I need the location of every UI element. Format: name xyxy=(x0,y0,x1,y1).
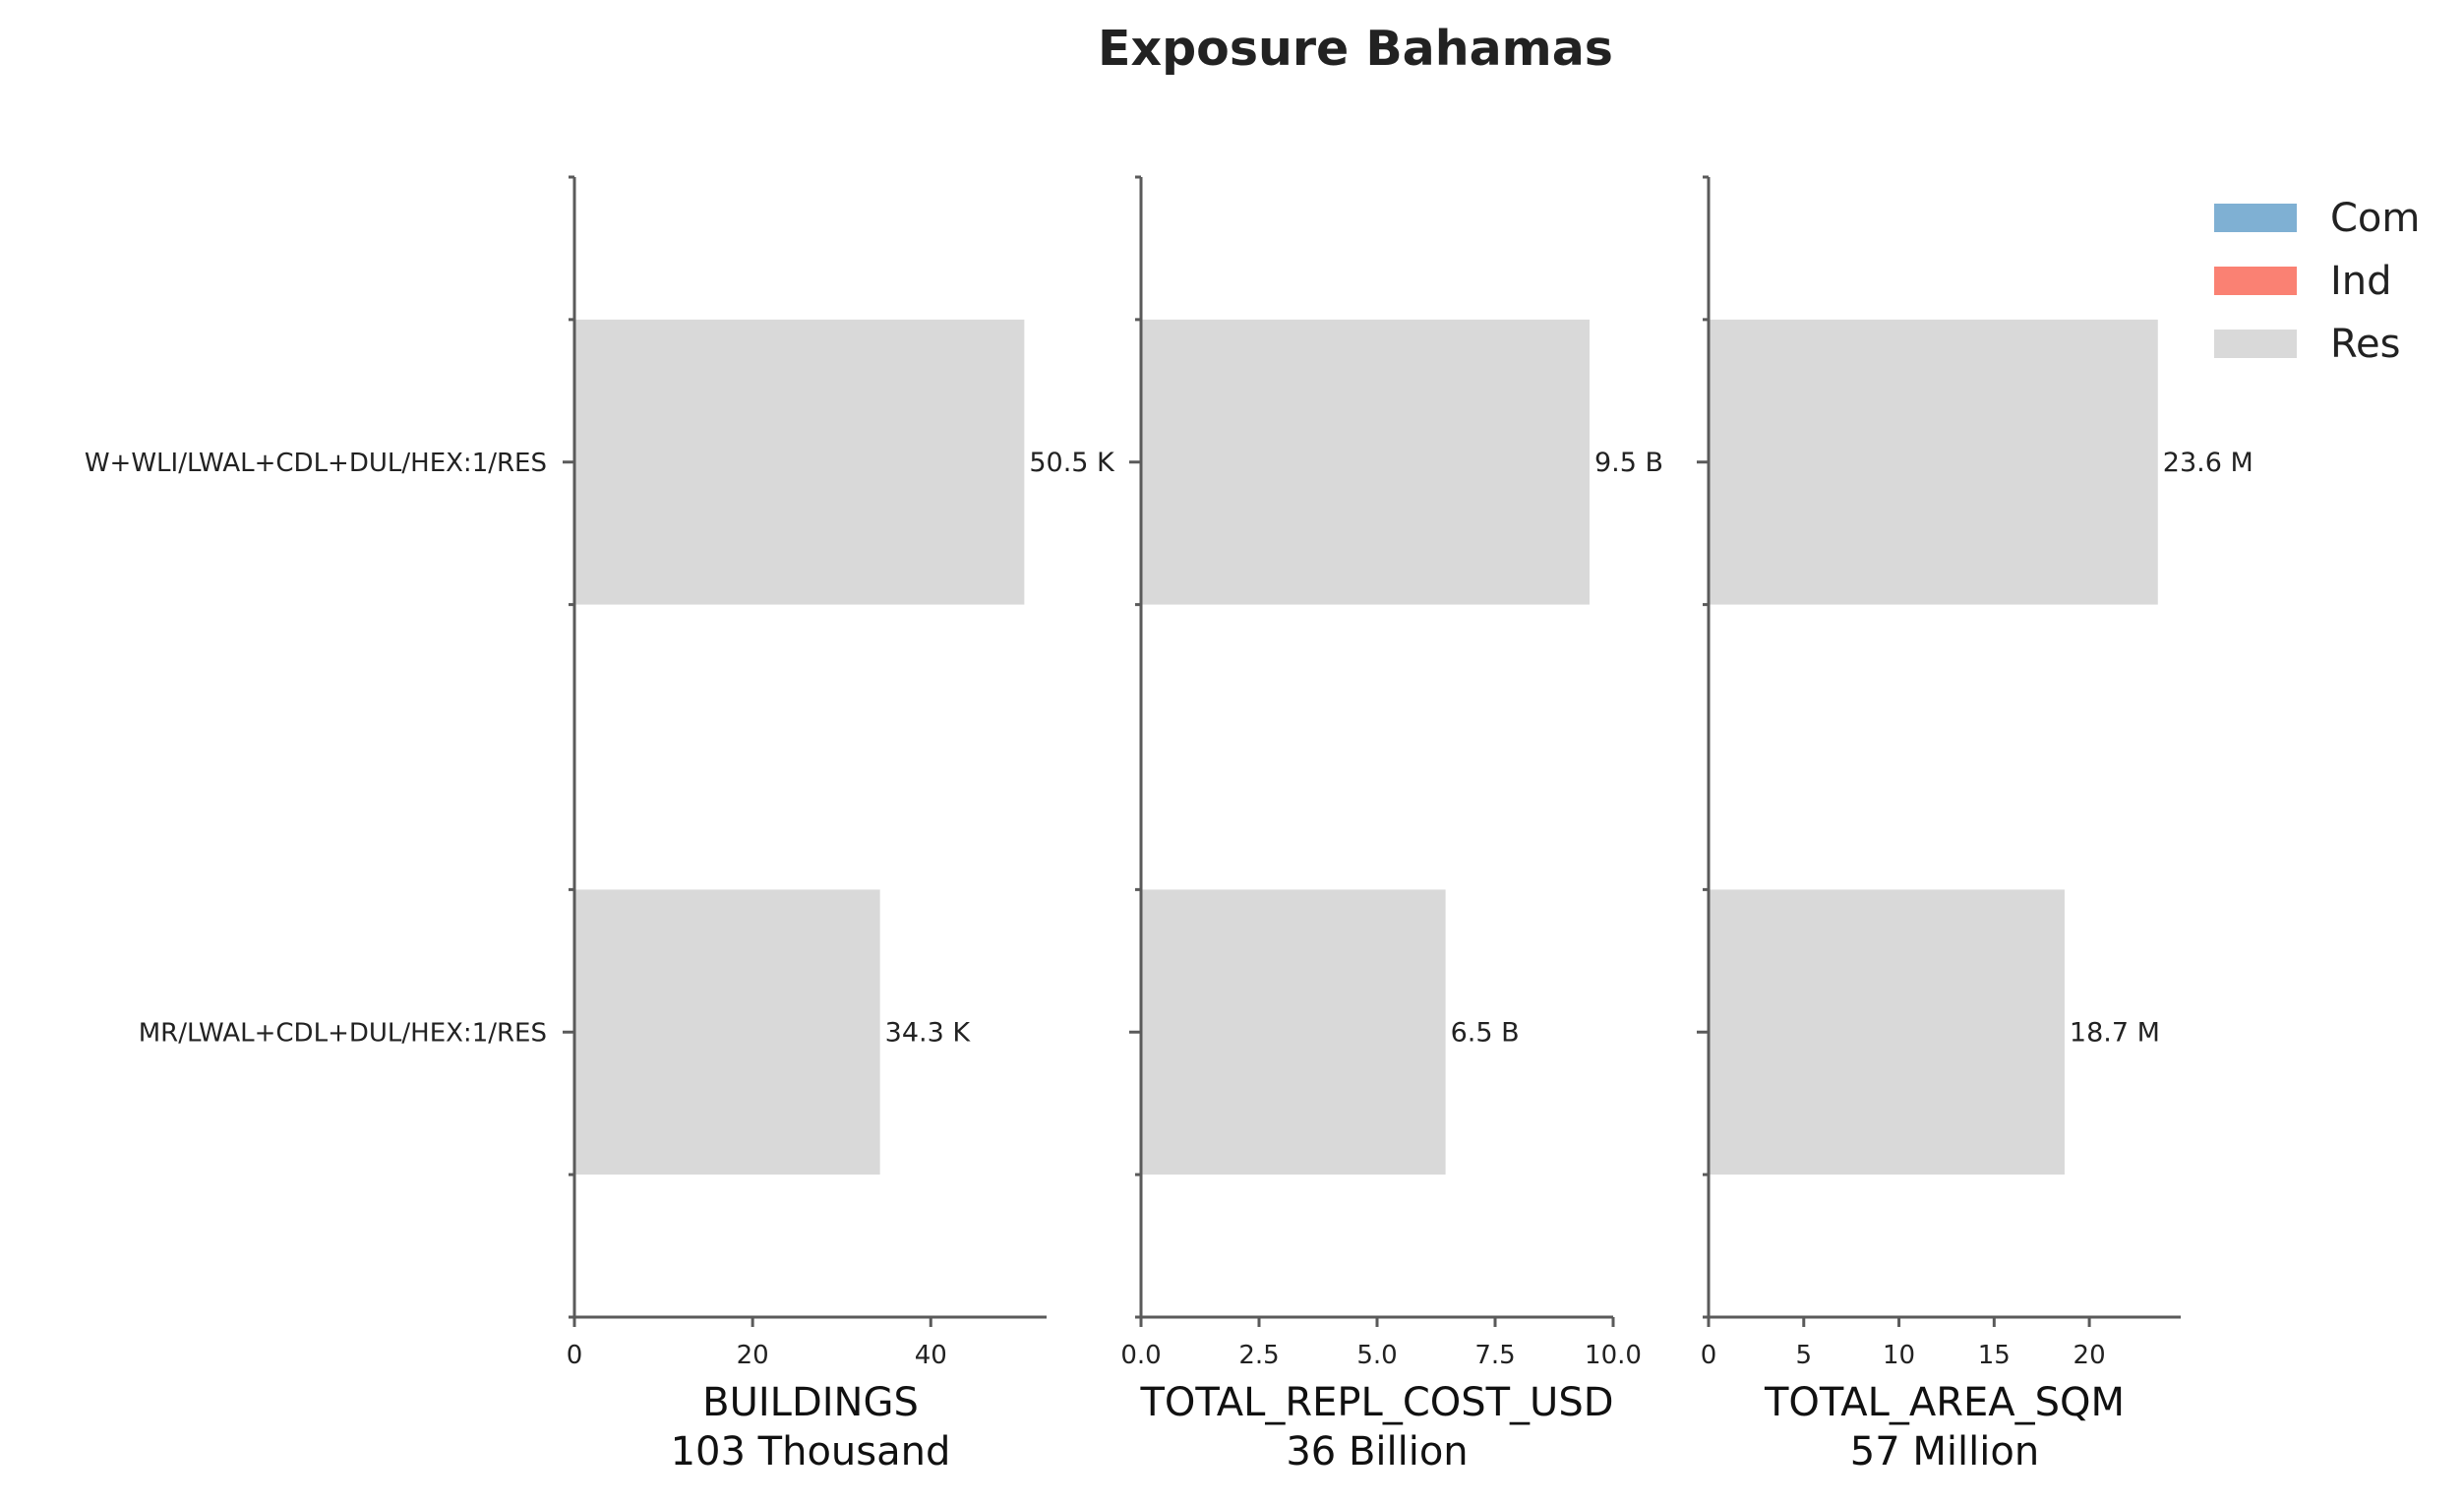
bar-res-1 xyxy=(574,319,1025,605)
x-axis-total: 36 Billion xyxy=(1286,1429,1468,1474)
data-label: 23.6 M xyxy=(2163,448,2254,478)
data-label: 50.5 K xyxy=(1029,448,1115,478)
legend: Com Ind Res xyxy=(2214,196,2420,367)
category-label: MR/LWAL+CDL+DUL/HEX:1/RES xyxy=(139,1018,547,1048)
legend-label-ind: Ind xyxy=(2330,259,2392,304)
data-label: 9.5 B xyxy=(1594,448,1663,478)
x-tick-label: 0 xyxy=(1701,1341,1717,1370)
panel-2: 9.5 B 6.5 B 0.0 2.5 5.0 7.5 10.0 TOTAL_REPL_COS… xyxy=(1120,175,1663,1474)
x-axis-label: BUILDINGS xyxy=(702,1380,919,1425)
panels: 50.5 K 34.3 K W+WLI/LWAL+CDL+DUL/HEX:1/RES… xyxy=(85,175,2254,1474)
data-label: 6.5 B xyxy=(1451,1017,1520,1048)
legend-swatch-res xyxy=(2214,330,2297,358)
x-tick-label: 0 xyxy=(567,1341,583,1370)
x-axis-label: TOTAL_REPL_COST_USD xyxy=(1139,1380,1613,1425)
x-axis-total: 103 Thousand xyxy=(671,1429,951,1474)
data-label: 18.7 M xyxy=(2070,1017,2160,1048)
x-axis-label: TOTAL_AREA_SQM xyxy=(1764,1380,2125,1425)
x-tick-label: 20 xyxy=(737,1341,769,1370)
data-label: 34.3 K xyxy=(885,1017,972,1048)
x-tick-label: 10 xyxy=(1883,1341,1915,1370)
legend-label-res: Res xyxy=(2330,322,2400,367)
bar-res-2 xyxy=(1709,889,2065,1175)
x-tick-label: 5.0 xyxy=(1356,1341,1397,1370)
panel-1: 50.5 K 34.3 K W+WLI/LWAL+CDL+DUL/HEX:1/RES… xyxy=(85,175,1115,1474)
x-tick-label: 0.0 xyxy=(1120,1341,1161,1370)
category-label: W+WLI/LWAL+CDL+DUL/HEX:1/RES xyxy=(85,449,547,478)
bar-res-1 xyxy=(1709,319,2158,605)
x-tick-label: 10.0 xyxy=(1585,1341,1642,1370)
x-tick-label: 7.5 xyxy=(1474,1341,1515,1370)
x-tick-label: 5 xyxy=(1796,1341,1813,1370)
x-axis-total: 57 Million xyxy=(1850,1429,2039,1474)
legend-label-com: Com xyxy=(2330,196,2420,241)
legend-swatch-com xyxy=(2214,204,2297,232)
chart-title: Exposure Bahamas xyxy=(1098,21,1613,77)
legend-swatch-ind xyxy=(2214,267,2297,295)
x-tick-label: 20 xyxy=(2073,1341,2106,1370)
x-tick-label: 2.5 xyxy=(1238,1341,1279,1370)
x-tick-label: 15 xyxy=(1978,1341,2011,1370)
bar-res-2 xyxy=(574,889,880,1175)
bar-res-1 xyxy=(1141,319,1590,605)
bar-res-2 xyxy=(1141,889,1446,1175)
x-tick-label: 40 xyxy=(915,1341,947,1370)
